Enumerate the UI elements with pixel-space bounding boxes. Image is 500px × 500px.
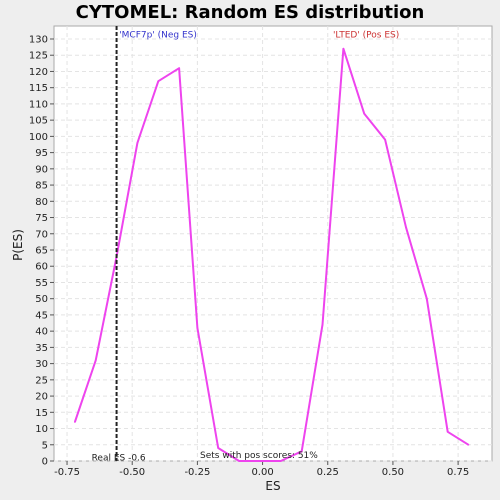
data-point <box>280 460 282 462</box>
y-tick-label: 25 <box>35 375 48 386</box>
data-point <box>74 421 76 423</box>
y-tick-label: 85 <box>35 181 48 192</box>
annotation-text: Sets with pos scores: 51% <box>200 451 318 461</box>
x-tick-label: 0.50 <box>382 467 404 478</box>
plot-area <box>53 25 493 462</box>
data-point <box>321 323 324 326</box>
x-axis-title: ES <box>265 479 280 493</box>
data-point <box>300 450 303 453</box>
y-tick-label: 110 <box>29 99 48 110</box>
y-axis-title: P(ES) <box>11 229 25 261</box>
data-point <box>157 80 160 82</box>
x-tick-label: -0.25 <box>184 467 210 478</box>
y-tick-label: 5 <box>42 440 48 451</box>
chart-title: CYTOMEL: Random ES distribution <box>76 2 425 23</box>
x-axis: -0.75 -0.50 -0.25 0.00 0.25 0.50 0.75 <box>54 461 469 478</box>
annotation-layer: 'MCF7p' (Neg ES) 'LTED' (Pos ES) Sets with… <box>119 30 399 460</box>
data-point <box>342 47 345 50</box>
y-tick-label: 35 <box>35 343 48 354</box>
y-tick-label: 10 <box>35 424 48 435</box>
data-point <box>217 447 220 449</box>
data-point <box>426 297 428 300</box>
y-tick-label: 75 <box>35 213 48 224</box>
x-tick-label: 0.00 <box>251 467 273 478</box>
y-tick-label: 65 <box>35 245 48 256</box>
y-tick-label: 115 <box>29 83 48 94</box>
y-tick-label: 45 <box>35 310 48 321</box>
y-tick-label: 70 <box>35 229 48 240</box>
y-tick-label: 90 <box>35 164 48 175</box>
data-point <box>363 112 366 115</box>
y-tick-label: 130 <box>29 34 48 45</box>
grid <box>54 26 492 462</box>
data-point <box>238 460 240 462</box>
y-tick-label: 15 <box>35 408 48 419</box>
data-point <box>196 327 199 329</box>
x-tick-label: 0.25 <box>317 467 339 478</box>
data-point <box>259 460 261 462</box>
y-tick-label: 80 <box>35 197 48 208</box>
x-tick-label: 0.75 <box>447 467 469 478</box>
y-tick-label: 30 <box>35 359 48 370</box>
y-tick-label: 50 <box>35 294 48 305</box>
y-tick-label: 55 <box>35 278 48 289</box>
data-point <box>384 138 386 141</box>
data-point <box>467 443 470 446</box>
y-tick-label: 100 <box>29 132 48 143</box>
y-axis: 0 5 10 15 20 25 30 35 40 45 50 55 60 65 70 75 80 85 90 95 10… <box>29 34 54 468</box>
annotation-text: 'MCF7p' (Neg ES) <box>119 30 197 40</box>
y-tick-label: 95 <box>35 148 48 159</box>
real-es-label: Real ES -0.6 <box>92 454 146 464</box>
data-point <box>94 359 97 362</box>
annotation-text: 'LTED' (Pos ES) <box>333 30 399 40</box>
data-point <box>136 142 139 144</box>
x-tick-label: -0.75 <box>54 467 80 478</box>
y-tick-label: 60 <box>35 262 48 273</box>
y-tick-label: 105 <box>29 116 48 127</box>
y-tick-label: 120 <box>29 67 48 78</box>
y-tick-label: 40 <box>35 327 48 338</box>
x-tick-label: -0.50 <box>119 467 145 478</box>
y-tick-label: 20 <box>35 392 48 403</box>
y-tick-label: 125 <box>29 51 48 62</box>
data-point <box>178 67 180 70</box>
y-tick-label: 0 <box>42 457 48 468</box>
real-es-layer: Real ES -0.6 <box>92 26 146 464</box>
data-point <box>405 226 407 229</box>
series-line <box>73 47 470 462</box>
data-point <box>446 430 449 433</box>
